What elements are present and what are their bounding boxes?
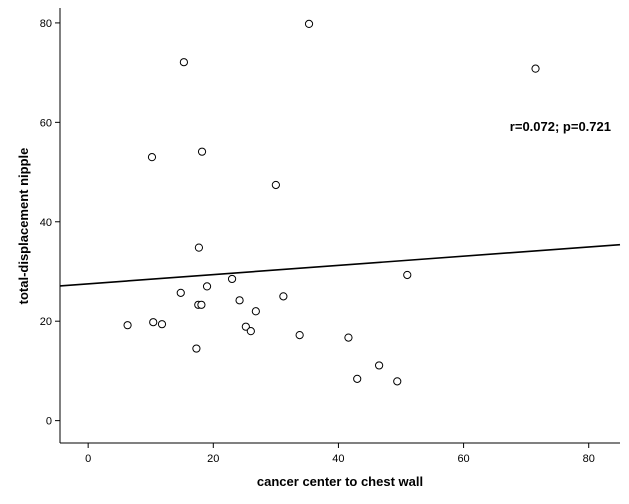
data-point [235, 296, 244, 305]
data-point [295, 331, 304, 340]
data-point [197, 147, 207, 156]
data-point [192, 344, 201, 353]
data-point [279, 292, 288, 301]
data-point [149, 318, 158, 327]
x-axis-title: cancer center to chest wall [257, 474, 423, 489]
data-point [123, 321, 132, 330]
x-tick-label: 60 [457, 453, 469, 465]
x-tick-label: 0 [85, 453, 91, 465]
y-axis-title: total-displacement nipple [16, 148, 31, 305]
data-point [375, 361, 384, 370]
data-point [344, 333, 353, 342]
data-point [176, 288, 185, 297]
y-tick-label: 20 [40, 316, 52, 328]
data-point [241, 322, 250, 331]
chart-annotation: r=0.072; p=0.721 [510, 119, 611, 134]
axes: 0 20 40 60 80 0 20 40 60 80 [40, 8, 620, 465]
y-tick-label: 40 [40, 217, 52, 229]
data-point [403, 270, 412, 280]
fit-line-layer [59, 243, 621, 287]
data-point [179, 58, 188, 67]
x-tick-label: 80 [583, 453, 595, 465]
data-point [531, 64, 540, 73]
x-tick-label: 20 [207, 453, 219, 465]
regression-line [59, 243, 621, 287]
x-tick-label: 40 [332, 453, 344, 465]
data-point [227, 274, 237, 284]
data-point [246, 327, 255, 336]
data-point [147, 153, 157, 162]
data-point [393, 377, 402, 386]
data-point [197, 300, 206, 309]
data-point [194, 243, 204, 252]
data-point [271, 180, 280, 190]
data-point [304, 19, 314, 29]
data-point [157, 320, 167, 329]
y-tick-label: 80 [40, 18, 52, 30]
data-point [202, 282, 212, 291]
data-points [123, 19, 540, 386]
data-point [353, 374, 362, 383]
data-point [251, 307, 260, 316]
y-tick-label: 0 [46, 416, 52, 428]
y-tick-label: 60 [40, 117, 52, 129]
